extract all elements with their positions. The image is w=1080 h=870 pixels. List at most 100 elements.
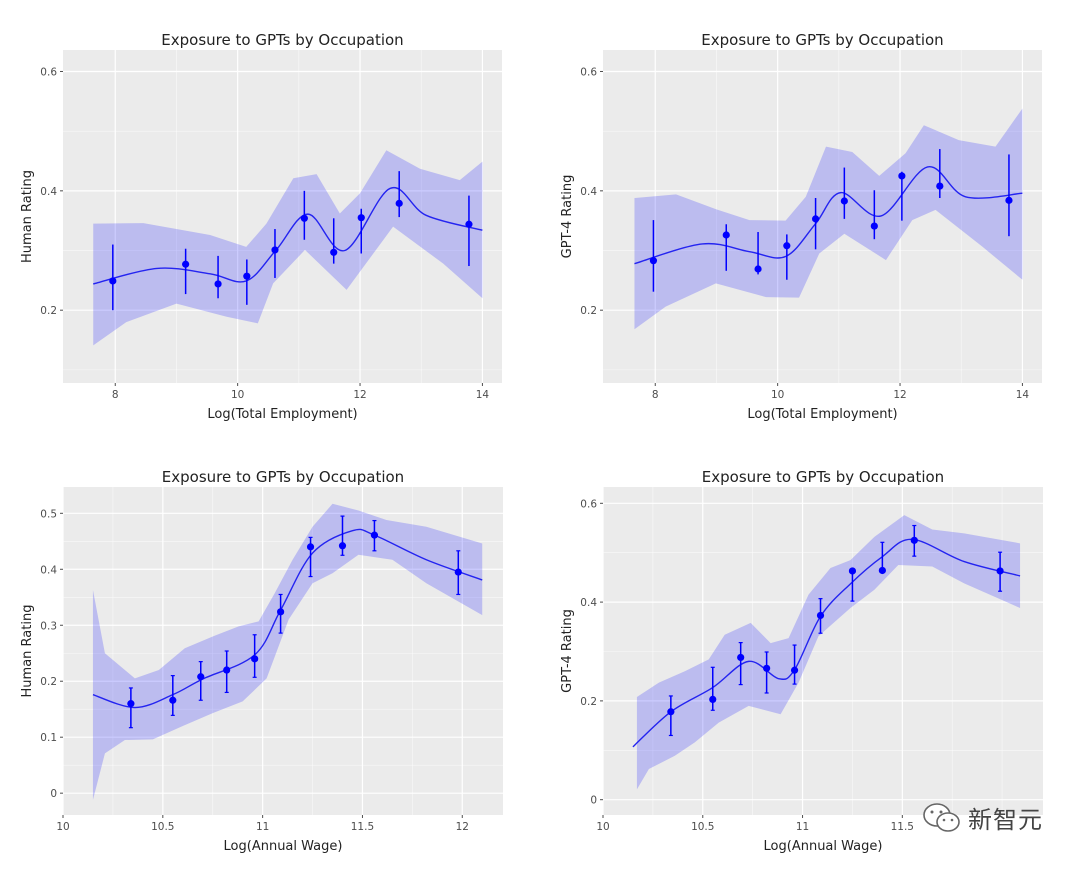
data-point bbox=[109, 277, 117, 285]
data-point bbox=[996, 567, 1004, 575]
data-point bbox=[465, 220, 473, 228]
data-point bbox=[1005, 196, 1013, 204]
y-tick-label: 0.6 bbox=[40, 66, 57, 78]
x-tick-label: 8 bbox=[112, 389, 119, 401]
y-axis-label: GPT-4 Rating bbox=[560, 175, 575, 259]
data-point bbox=[878, 566, 886, 575]
x-tick-label: 10 bbox=[596, 821, 609, 833]
y-tick-label: 0.4 bbox=[40, 186, 57, 198]
x-tick-label: 14 bbox=[476, 389, 490, 401]
data-point bbox=[357, 214, 365, 222]
wechat-icon bbox=[923, 802, 960, 832]
data-point bbox=[783, 242, 791, 250]
data-point bbox=[243, 272, 251, 280]
panel-employment-human: 8 10 12 14 0.2 0.4 0.6 Exposure to GPTs by Occu… bbox=[20, 31, 502, 422]
x-tick-label: 11.5 bbox=[351, 821, 374, 833]
confidence-band bbox=[92, 503, 483, 800]
panel-wage-gpt4: 10 10.5 11 11.5 0 0.2 0.4 0.6 Exposure to GPTs b… bbox=[560, 468, 1043, 854]
y-tick-label: 0 bbox=[590, 795, 597, 807]
x-tick-label: 12 bbox=[893, 389, 906, 401]
data-point bbox=[816, 611, 825, 620]
data-point bbox=[182, 260, 190, 268]
x-tick-label: 12 bbox=[456, 821, 469, 833]
data-point bbox=[667, 708, 675, 716]
y-tick-label: 0.6 bbox=[580, 66, 597, 78]
y-tick-label: 0.6 bbox=[580, 498, 597, 510]
data-point bbox=[277, 608, 285, 616]
chart-title: Exposure to GPTs by Occupation bbox=[701, 31, 943, 49]
x-tick-label: 10 bbox=[771, 389, 784, 401]
data-point bbox=[169, 696, 177, 704]
data-point bbox=[870, 222, 878, 230]
data-point bbox=[649, 257, 658, 265]
plot-background bbox=[63, 487, 503, 815]
x-axis-label: Log(Annual Wage) bbox=[764, 839, 883, 854]
x-tick-label: 11 bbox=[256, 821, 269, 833]
data-point bbox=[330, 248, 338, 256]
y-tick-label: 0.2 bbox=[580, 305, 597, 317]
data-point bbox=[306, 543, 315, 551]
plot-background bbox=[603, 50, 1042, 383]
data-point bbox=[840, 197, 848, 205]
x-tick-label: 10 bbox=[231, 389, 244, 401]
y-tick-label: 0 bbox=[50, 788, 57, 800]
data-point bbox=[370, 531, 379, 539]
chart-title: Exposure to GPTs by Occupation bbox=[702, 468, 944, 486]
plot-background bbox=[603, 487, 1043, 815]
data-point bbox=[898, 172, 906, 180]
data-point bbox=[737, 653, 745, 662]
x-tick-label: 8 bbox=[652, 389, 659, 401]
data-point bbox=[395, 199, 403, 207]
data-point bbox=[300, 214, 308, 222]
y-tick-label: 0.1 bbox=[40, 732, 57, 744]
data-point bbox=[763, 664, 771, 672]
y-tick-label: 0.4 bbox=[40, 564, 57, 576]
data-point bbox=[338, 542, 347, 550]
chart-title: Exposure to GPTs by Occupation bbox=[161, 31, 403, 49]
x-tick-label: 10.5 bbox=[691, 821, 714, 833]
confidence-band bbox=[636, 515, 1021, 790]
data-point bbox=[936, 182, 944, 190]
y-axis-label: GPT-4 Rating bbox=[560, 609, 575, 693]
smooth-fit-line bbox=[634, 166, 1023, 265]
panel-wage-human: 10 10.5 11 11.5 12 0 0.1 0.2 0.3 0.4 0.5 Exposure t… bbox=[20, 468, 503, 854]
y-tick-label: 0.2 bbox=[40, 305, 57, 317]
x-tick-label: 14 bbox=[1016, 389, 1030, 401]
data-point bbox=[910, 536, 918, 544]
y-tick-label: 0.2 bbox=[40, 676, 57, 688]
data-point bbox=[811, 215, 820, 223]
panel-employment-gpt4: 8 10 12 14 0.2 0.4 0.6 Exposure to GPTs by Occu… bbox=[560, 31, 1042, 422]
y-axis-label: Human Rating bbox=[20, 170, 35, 263]
y-axis-label: Human Rating bbox=[20, 605, 35, 698]
watermark-text: 新智元 bbox=[968, 806, 1043, 834]
x-axis-label: Log(Annual Wage) bbox=[224, 839, 343, 854]
y-tick-label: 0.2 bbox=[580, 696, 597, 708]
smooth-fit-line bbox=[93, 186, 483, 285]
data-point bbox=[454, 568, 462, 576]
data-point bbox=[214, 280, 222, 288]
y-tick-label: 0.4 bbox=[580, 597, 597, 609]
data-point bbox=[223, 666, 231, 674]
data-point bbox=[709, 695, 717, 704]
data-point bbox=[754, 265, 762, 273]
confidence-band bbox=[634, 108, 1023, 330]
y-tick-label: 0.4 bbox=[580, 186, 597, 198]
confidence-band bbox=[93, 150, 483, 346]
data-point bbox=[271, 246, 279, 254]
y-tick-label: 0.3 bbox=[40, 620, 57, 632]
data-point bbox=[251, 655, 259, 663]
x-tick-label: 10 bbox=[56, 821, 69, 833]
x-tick-label: 11.5 bbox=[891, 821, 914, 833]
x-tick-label: 12 bbox=[353, 389, 366, 401]
watermark: 新智元 bbox=[922, 800, 1043, 835]
chart-title: Exposure to GPTs by Occupation bbox=[162, 468, 404, 486]
data-point bbox=[790, 666, 799, 674]
x-tick-label: 10.5 bbox=[151, 821, 174, 833]
data-point bbox=[848, 567, 857, 575]
x-axis-label: Log(Total Employment) bbox=[747, 407, 897, 422]
data-point bbox=[722, 231, 730, 239]
data-point bbox=[197, 673, 205, 681]
data-point bbox=[127, 700, 135, 708]
x-tick-label: 11 bbox=[796, 821, 809, 833]
